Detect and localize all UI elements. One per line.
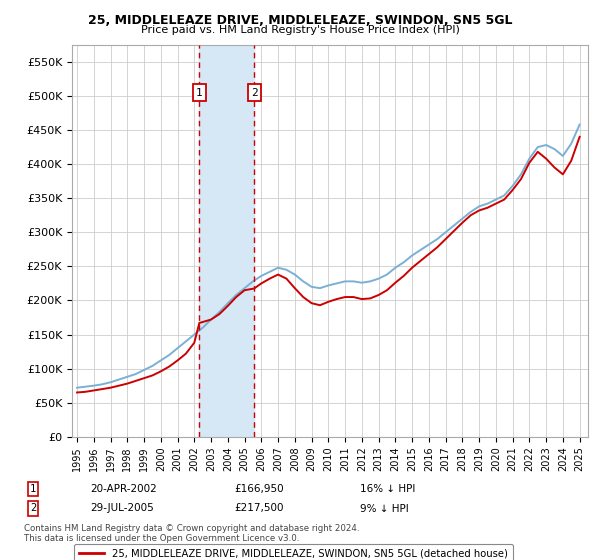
Legend: 25, MIDDLELEAZE DRIVE, MIDDLELEAZE, SWINDON, SN5 5GL (detached house), HPI: Aver: 25, MIDDLELEAZE DRIVE, MIDDLELEAZE, SWIN… [74, 544, 513, 560]
Text: £217,500: £217,500 [234, 503, 284, 514]
Text: 25, MIDDLELEAZE DRIVE, MIDDLELEAZE, SWINDON, SN5 5GL: 25, MIDDLELEAZE DRIVE, MIDDLELEAZE, SWIN… [88, 14, 512, 27]
Text: 20-APR-2002: 20-APR-2002 [90, 484, 157, 494]
Bar [199, 45, 254, 437]
Text: 16% ↓ HPI: 16% ↓ HPI [360, 484, 415, 494]
Text: This data is licensed under the Open Government Licence v3.0.: This data is licensed under the Open Gov… [24, 534, 299, 543]
Text: 29-JUL-2005: 29-JUL-2005 [90, 503, 154, 514]
Text: Contains HM Land Registry data © Crown copyright and database right 2024.: Contains HM Land Registry data © Crown c… [24, 524, 359, 533]
Text: £166,950: £166,950 [234, 484, 284, 494]
Text: 2: 2 [30, 503, 36, 514]
Text: 1: 1 [196, 87, 203, 97]
Text: Price paid vs. HM Land Registry's House Price Index (HPI): Price paid vs. HM Land Registry's House … [140, 25, 460, 35]
Text: 2: 2 [251, 87, 257, 97]
Text: 1: 1 [30, 484, 36, 494]
Text: 9% ↓ HPI: 9% ↓ HPI [360, 503, 409, 514]
